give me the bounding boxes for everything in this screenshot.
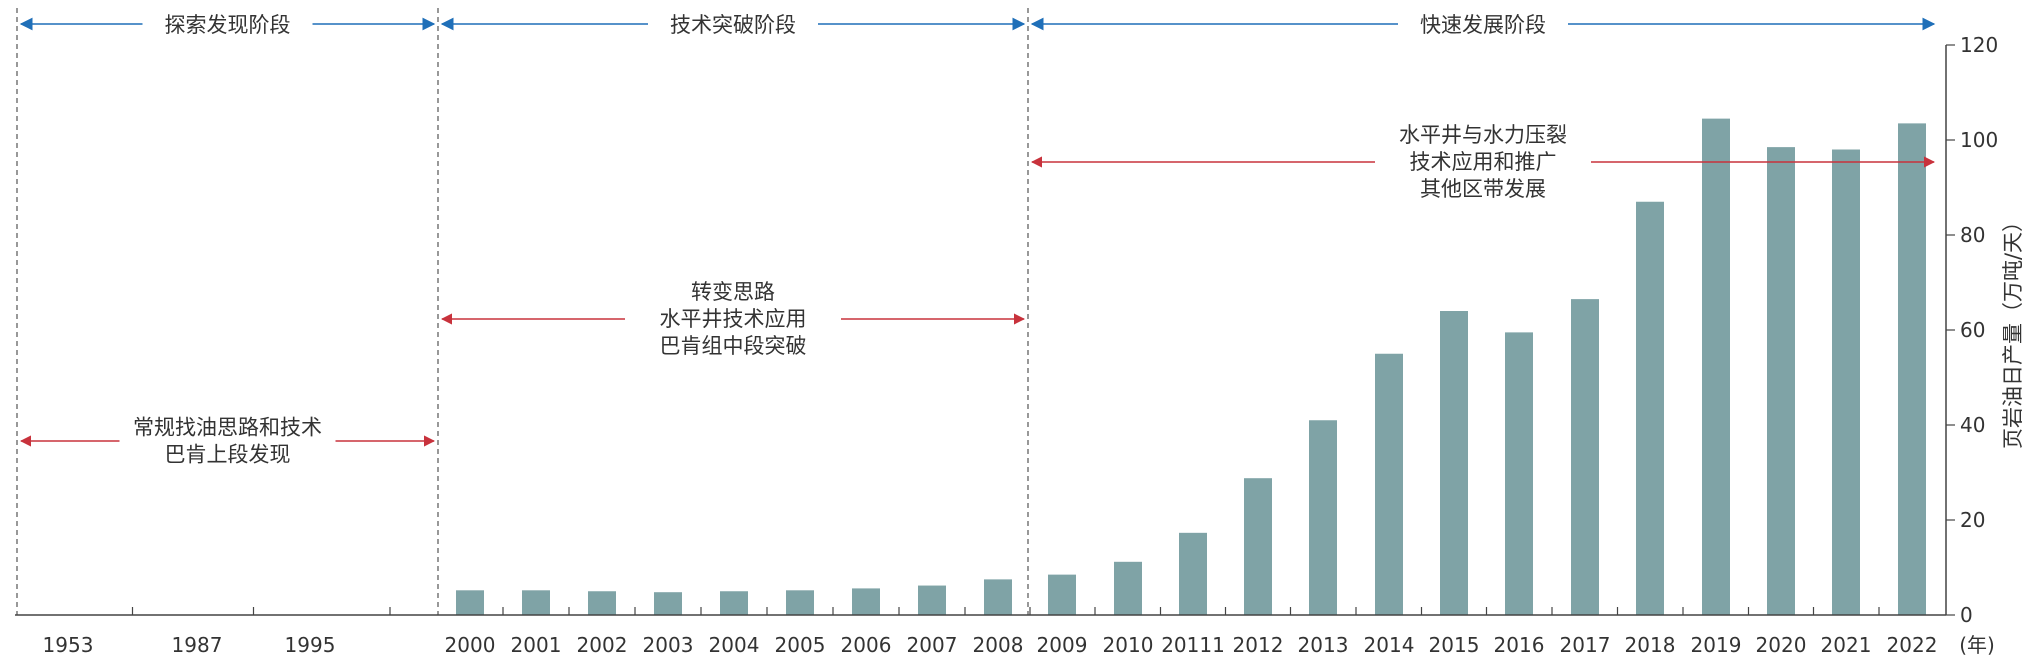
bar-2006 <box>852 588 880 615</box>
x-axis: 1953 1987 1995 2000 2001 2002 2003 2004 2005 2006… <box>15 607 1995 657</box>
bars <box>456 118 1926 615</box>
stage-label-0: 探索发现阶段 <box>165 13 291 37</box>
bar-2015 <box>1440 311 1468 615</box>
x-tick-label-2017: 2017 <box>1560 633 1611 657</box>
bar-20111 <box>1179 532 1207 615</box>
note-label-2-0: 水平井与水力压裂 <box>1399 123 1567 147</box>
x-tick-label-2014: 2014 <box>1364 633 1415 657</box>
note-label-1-2: 巴肯组中段突破 <box>660 334 807 358</box>
y-axis: 0 20 40 60 80 100 120 页岩油日产量（万吨/天） <box>1945 33 2025 627</box>
x-tick-label-2001: 2001 <box>511 633 562 657</box>
x-tick-label-2022: 2022 <box>1887 633 1938 657</box>
note-label-1-0: 转变思路 <box>691 280 775 304</box>
stage-label-1: 技术突破阶段 <box>670 13 796 37</box>
y-tick-label-120: 120 <box>1960 33 1998 57</box>
x-axis-label: (年) <box>1959 633 1995 657</box>
x-tick-label-2015: 2015 <box>1429 633 1480 657</box>
bar-2002 <box>588 591 616 615</box>
x-tick-label-1987: 1987 <box>172 633 223 657</box>
bar-2019 <box>1702 118 1730 615</box>
bar-2016 <box>1505 332 1533 615</box>
stage-label-2: 快速发展阶段 <box>1420 13 1546 37</box>
x-tick-label-1995: 1995 <box>285 633 336 657</box>
bar-2014 <box>1375 353 1403 615</box>
bar-2004 <box>720 591 748 615</box>
x-tick-label-2008: 2008 <box>973 633 1024 657</box>
bar-2003 <box>654 592 682 615</box>
note-label-2-2: 其他区带发展 <box>1420 177 1546 201</box>
bar-2013 <box>1309 420 1337 615</box>
x-tick-label-2021: 2021 <box>1821 633 1872 657</box>
x-tick-label-2007: 2007 <box>907 633 958 657</box>
y-tick-label-80: 80 <box>1960 223 1985 247</box>
x-tick-label-2004: 2004 <box>709 633 760 657</box>
note-label-2-1: 技术应用和推广 <box>1410 150 1557 174</box>
x-tick-label-2020: 2020 <box>1756 633 1807 657</box>
y-tick-label-20: 20 <box>1960 508 1985 532</box>
bar-2009 <box>1048 574 1076 615</box>
note-label-0-0: 常规找油思路和技术 <box>133 416 322 440</box>
y-tick-label-40: 40 <box>1960 413 1985 437</box>
x-tick-label-2009: 2009 <box>1037 633 1088 657</box>
y-tick-label-0: 0 <box>1960 603 1973 627</box>
bar-2000 <box>456 590 484 615</box>
x-tick-label-2010: 2010 <box>1103 633 1154 657</box>
stage-arrows: 探索发现阶段 技术突破阶段 快速发展阶段 <box>19 13 1936 37</box>
x-tick-label-2006: 2006 <box>841 633 892 657</box>
x-tick-label-2005: 2005 <box>775 633 826 657</box>
x-tick-label-1953: 1953 <box>43 633 94 657</box>
stage-dividers <box>16 8 1029 615</box>
bar-2017 <box>1571 299 1599 615</box>
x-tick-label-20111: 20111 <box>1161 633 1225 657</box>
bar-2007 <box>918 585 946 615</box>
bar-2010 <box>1114 561 1142 615</box>
bar-2005 <box>786 590 814 615</box>
bar-2008 <box>984 579 1012 615</box>
x-tick-label-2019: 2019 <box>1691 633 1742 657</box>
bar-2018 <box>1636 201 1664 615</box>
y-tick-label-60: 60 <box>1960 318 1985 342</box>
y-tick-label-100: 100 <box>1960 128 1998 152</box>
x-tick-label-2003: 2003 <box>643 633 694 657</box>
bar-2001 <box>522 590 550 615</box>
note-label-1-1: 水平井技术应用 <box>660 307 807 331</box>
bar-2021 <box>1832 149 1860 615</box>
bar-2012 <box>1244 478 1272 615</box>
bar-2022 <box>1898 123 1926 615</box>
x-tick-label-2013: 2013 <box>1298 633 1349 657</box>
y-axis-label: 页岩油日产量（万吨/天） <box>2001 211 2025 449</box>
bar-2020 <box>1767 147 1795 615</box>
x-tick-label-2018: 2018 <box>1625 633 1676 657</box>
x-tick-label-2000: 2000 <box>445 633 496 657</box>
note-label-0-1: 巴肯上段发现 <box>165 443 291 467</box>
x-tick-label-2002: 2002 <box>577 633 628 657</box>
x-tick-label-2016: 2016 <box>1494 633 1545 657</box>
x-tick-label-2012: 2012 <box>1233 633 1284 657</box>
